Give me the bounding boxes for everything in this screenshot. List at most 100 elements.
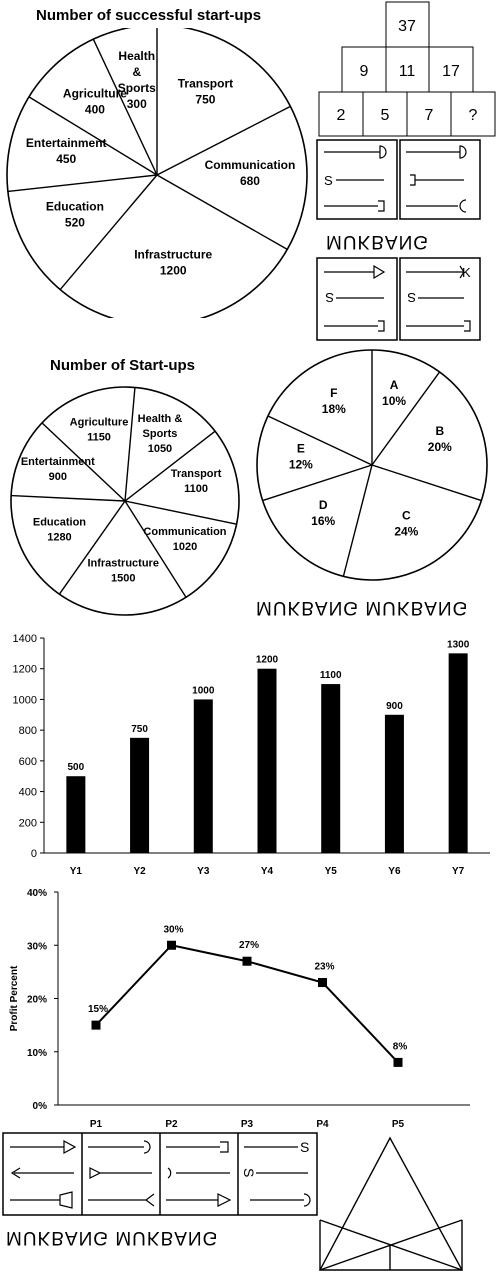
pie-slice-label: F 18% (322, 386, 346, 416)
line-chart: 0% 10% 20% 30% 40% Profit Percent 15% P1 30% P2 27… (9, 888, 470, 1127)
pie-slice-edge (59, 174, 158, 291)
y-axis-label: Profit Percent (9, 965, 20, 1031)
pie3-chart: A 10% B 20% C 24% D 16% E 12% F 18% (256, 349, 488, 581)
y-tick-label: 800 (19, 725, 37, 737)
pyramid-cell: 7 (425, 107, 434, 124)
data-point (91, 1020, 101, 1030)
pie-slice-edge (58, 500, 126, 595)
pie-slice-label: Education 520 (46, 200, 104, 230)
pie-slice-edge (371, 371, 441, 466)
pie3-slices: A 10% B 20% C 24% D 16% E 12% F 18% (256, 349, 488, 581)
glyph-s: S (325, 290, 334, 305)
point-value-label: 8% (393, 1041, 408, 1052)
pie-slice-label: Transport 1100 (171, 468, 222, 495)
y-tick-label: 20% (27, 995, 47, 1006)
pie-slice-label: Transport 750 (178, 77, 233, 107)
bar-group: 0 200 400 600 800 1000 1200 1400 500 Y1 750 Y2 1000 Y… (13, 633, 490, 877)
bar-value-label: 1100 (320, 670, 342, 681)
symbol-puzzle-bottom: S S MUKBANG MUKBANG (2, 1132, 318, 1248)
bar-value-label: 1300 (447, 639, 470, 650)
glyph-s: S (300, 1139, 309, 1155)
pyramid-cell: 2 (337, 107, 346, 124)
pie-slice-edge (124, 500, 187, 598)
pyramid-cell: 11 (399, 63, 416, 80)
triangle-figure (318, 1136, 464, 1271)
bar-value-label: 500 (68, 762, 85, 773)
y-tick-label: 30% (27, 941, 47, 952)
pie-slice-label: Communication 680 (205, 158, 296, 188)
pie-slice-label: Education 1280 (33, 517, 86, 544)
point-value-label: 27% (239, 940, 259, 951)
pie2-title: Number of Start-ups (50, 357, 196, 374)
pie2-slices: Health & Sports 1050 Transport 1100 Communica… (10, 386, 240, 616)
pie-slice-label: Communication 1020 (143, 526, 226, 553)
x-tick-label: Y7 (452, 866, 465, 877)
bar (384, 714, 404, 853)
glyph-k: K (462, 265, 471, 280)
pie-slice-edge (124, 500, 237, 525)
mirror-text-middle: MUKBANG MUKBANG (256, 597, 469, 618)
bar-value-label: 900 (386, 701, 403, 712)
pie-slice-edge (262, 464, 373, 502)
pie2-chart: Health & Sports 1050 Transport 1100 Communica… (10, 386, 240, 616)
glyph-s: S (241, 1168, 257, 1177)
bar (448, 653, 468, 853)
pyramid-cell: 5 (381, 107, 390, 124)
pie1-slices: Transport 750 Communication 680 Infrastructu… (6, 28, 308, 318)
pie-slice-label: Health & Sports 300 (118, 49, 156, 111)
y-tick-label: 40% (27, 888, 47, 899)
pyramid-cell: 37 (398, 18, 416, 35)
pie-slice-label: B 20% (428, 424, 452, 454)
x-tick-label: P1 (90, 1119, 103, 1127)
data-point (167, 940, 176, 950)
pie-slice-label: A 10% (382, 378, 406, 408)
pie1-title: Number of successful start-ups (36, 7, 262, 24)
pie-slice-label: Health & Sports 1050 (138, 413, 183, 455)
y-tick-label: 0 (31, 848, 37, 860)
pie-slice-edge (124, 387, 136, 502)
bar (130, 737, 150, 853)
bar (66, 776, 86, 853)
bar-chart: 0 200 400 600 800 1000 1200 1400 500 Y1 750 Y2 1000 Y… (13, 633, 490, 877)
x-tick-label: Y5 (325, 866, 338, 877)
symbol-puzzle-top: S S S K MUKBANG (316, 139, 481, 341)
pie-slice-label: D 16% (311, 498, 335, 528)
pie-slice-edge (156, 174, 288, 250)
y-tick-label: 400 (19, 787, 37, 799)
y-tick-label: 1400 (13, 633, 37, 645)
bar-value-label: 1000 (192, 685, 215, 696)
glyph-s: S (407, 290, 416, 305)
pie-slice-edge (11, 494, 126, 502)
y-tick-label: 10% (27, 1048, 47, 1059)
point-value-label: 23% (314, 962, 334, 973)
bar (193, 699, 213, 853)
pie-slice-label: Entertainment 900 (21, 456, 95, 483)
point-value-label: 30% (163, 924, 183, 935)
line-group: 0% 10% 20% 30% 40% Profit Percent 15% P1 30% P2 27… (9, 888, 470, 1127)
y-tick-label: 0% (33, 1101, 48, 1112)
pie-slice-edge (28, 96, 158, 176)
pie-slice-label: E 12% (289, 442, 313, 472)
glyph-s: S (324, 173, 333, 188)
pie-slice-edge (371, 464, 482, 502)
mirror-text-bottom: MUKBANG MUKBANG (6, 1227, 218, 1248)
pie-slice-label: Agriculture 400 (63, 87, 127, 117)
point-value-label: 15% (88, 1004, 108, 1015)
bar-value-label: 1200 (256, 655, 279, 666)
pyramid-cell: 9 (360, 63, 369, 80)
x-tick-label: Y1 (70, 866, 83, 877)
data-point (242, 956, 252, 966)
x-tick-label: Y3 (197, 866, 210, 877)
pie-slice-edge (7, 174, 158, 193)
pie-slice-label: Infrastructure 1200 (134, 248, 212, 278)
pie-slice-edge (342, 464, 373, 577)
pie-slice-edge (41, 422, 126, 502)
pie-slice-label: Agriculture 1150 (70, 416, 129, 443)
y-tick-label: 200 (19, 817, 37, 829)
pie-slice-label: Entertainment 450 (26, 136, 107, 166)
x-tick-label: P5 (392, 1119, 405, 1127)
pie-slice-edge (267, 415, 373, 466)
data-point (318, 978, 327, 988)
pie-slice-edge (124, 430, 216, 502)
mirror-text-top: MUKBANG (326, 231, 429, 252)
